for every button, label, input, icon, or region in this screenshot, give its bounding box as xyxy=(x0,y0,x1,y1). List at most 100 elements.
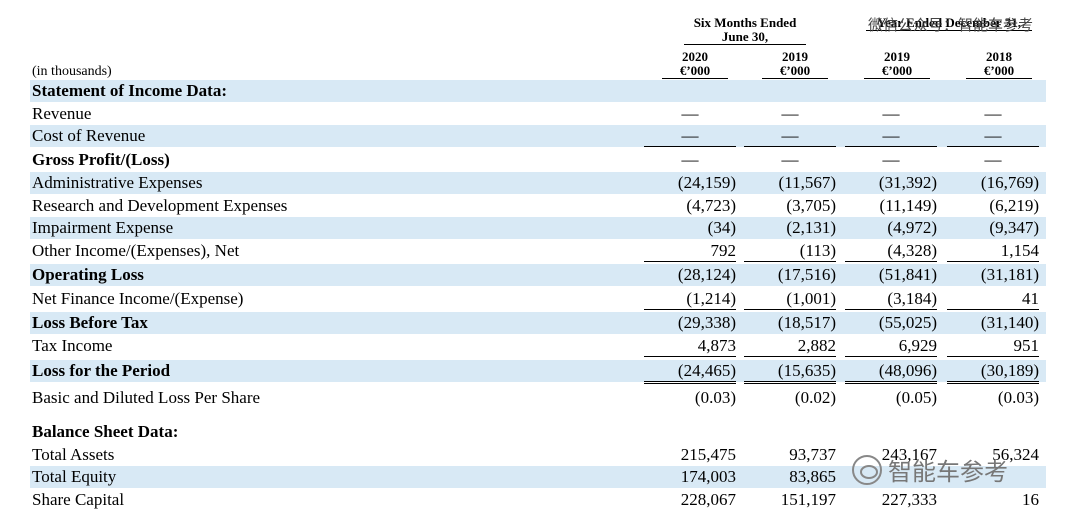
table-cell: (51,841) xyxy=(878,265,937,284)
col-unit: €’000 xyxy=(779,63,811,78)
table-cell: (4,328) xyxy=(845,241,937,262)
table-cell: — xyxy=(681,150,699,169)
table-cell: (6,219) xyxy=(989,196,1039,215)
table-row: Share Capital 228,067 151,197 227,333 16 xyxy=(30,489,1046,511)
table-row: Net Finance Income/(Expense) (1,214) (1,00… xyxy=(30,288,1046,310)
table-cell: 227,333 xyxy=(881,490,937,509)
row-label: Total Equity xyxy=(32,467,117,486)
table-cell: (24,465) xyxy=(644,361,736,384)
table-row: Loss Before Tax (29,338) (18,517) (55,025) (… xyxy=(30,312,1046,334)
table-cell: (0.02) xyxy=(794,388,836,407)
table-cell: 174,003 xyxy=(680,467,736,486)
header-year-ended: Year Ended December 31, xyxy=(866,16,1032,31)
col-header-3: 2019 €’000 xyxy=(864,50,930,79)
table-row: Research and Development Expenses (4,723)… xyxy=(30,195,1046,217)
table-cell: 4,873 xyxy=(644,336,736,357)
row-label: Gross Profit/(Loss) xyxy=(32,150,170,169)
table-cell: (4,972) xyxy=(887,218,937,237)
table-row: Total Assets 215,475 93,737 243,167 56,324 xyxy=(30,444,1046,466)
table-cell: 6,929 xyxy=(845,336,937,357)
table-cell: 151,197 xyxy=(780,490,836,509)
unit-note: (in thousands) xyxy=(32,64,112,79)
table-cell: (15,635) xyxy=(744,361,836,384)
table-cell: (28,124) xyxy=(677,265,736,284)
table-cell: 228,067 xyxy=(680,490,736,509)
table-row: Tax Income 4,873 2,882 6,929 951 xyxy=(30,335,1046,357)
wechat-logo-icon xyxy=(852,454,882,485)
table-row: Other Income/(Expenses), Net 792 (113) (4,3… xyxy=(30,240,1046,262)
col-year: 2020 xyxy=(682,49,708,64)
table-cell: — xyxy=(947,126,1039,147)
table-cell: (0.03) xyxy=(694,388,736,407)
table-cell: 1,154 xyxy=(947,241,1039,262)
row-label: Total Assets xyxy=(32,445,115,464)
table-cell: 93,737 xyxy=(789,445,836,464)
table-cell: (17,516) xyxy=(777,265,836,284)
table-cell: 56,324 xyxy=(992,445,1039,464)
watermark-bottom: 智能车参考 xyxy=(852,452,1008,487)
row-label: Administrative Expenses xyxy=(32,173,203,192)
table-cell: (24,159) xyxy=(677,173,736,192)
table-cell: 2,882 xyxy=(744,336,836,357)
row-label: Tax Income xyxy=(32,336,113,355)
col-year: 2019 xyxy=(884,49,910,64)
table-cell: — xyxy=(984,150,1002,169)
col-header-2: 2019 €’000 xyxy=(762,50,828,79)
col-unit: €’000 xyxy=(679,63,711,78)
row-label: Loss Before Tax xyxy=(32,313,148,332)
table-cell: 215,475 xyxy=(680,445,736,464)
row-label: Operating Loss xyxy=(32,265,144,284)
table-cell: — xyxy=(781,104,799,123)
table-cell: (18,517) xyxy=(777,313,836,332)
header-six-months: Six Months Ended June 30, xyxy=(684,16,806,45)
table-cell: (30,189) xyxy=(947,361,1039,384)
table-row: Administrative Expenses (24,159) (11,567) (… xyxy=(30,172,1046,194)
table-cell: 243,167 xyxy=(881,445,937,464)
row-label: Basic and Diluted Loss Per Share xyxy=(32,388,261,407)
table-cell: (0.05) xyxy=(895,388,937,407)
row-label: Other Income/(Expenses), Net xyxy=(32,241,240,260)
row-label: Impairment Expense xyxy=(32,218,174,237)
table-cell: (29,338) xyxy=(677,313,736,332)
table-cell: (31,181) xyxy=(980,265,1039,284)
table-cell: — xyxy=(681,104,699,123)
table-row: Revenue — — — — xyxy=(30,103,1046,125)
table-cell: (31,140) xyxy=(980,313,1039,332)
table-cell: (2,131) xyxy=(786,218,836,237)
row-label: Balance Sheet Data: xyxy=(32,422,179,441)
table-row: Impairment Expense (34) (2,131) (4,972) (9,3… xyxy=(30,217,1046,239)
row-label: Cost of Revenue xyxy=(32,126,146,145)
table-cell: — xyxy=(781,150,799,169)
table-row: Balance Sheet Data: xyxy=(30,421,1046,443)
table-row: Gross Profit/(Loss) — — — — xyxy=(30,149,1046,171)
table-cell: 951 xyxy=(947,336,1039,357)
table-cell: 792 xyxy=(644,241,736,262)
table-row: Total Equity 174,003 83,865 xyxy=(30,466,1046,488)
row-label: Revenue xyxy=(32,104,92,123)
table-cell: (1,214) xyxy=(644,289,736,310)
table-cell: — xyxy=(744,126,836,147)
row-label: Statement of Income Data: xyxy=(32,81,227,100)
table-cell: (16,769) xyxy=(980,173,1039,192)
row-label: Loss for the Period xyxy=(32,361,171,380)
table-cell: — xyxy=(882,104,900,123)
col-header-1: 2020 €’000 xyxy=(662,50,728,79)
table-cell: (11,149) xyxy=(879,196,937,215)
row-label: Research and Development Expenses xyxy=(32,196,288,215)
table-cell: 41 xyxy=(947,289,1039,310)
table-cell: (3,184) xyxy=(845,289,937,310)
table-row: Operating Loss (28,124) (17,516) (51,841) (3… xyxy=(30,264,1046,286)
table-cell: (55,025) xyxy=(878,313,937,332)
table-cell: (3,705) xyxy=(786,196,836,215)
table-cell: — xyxy=(845,126,937,147)
row-label: Net Finance Income/(Expense) xyxy=(32,289,244,308)
table-cell: (11,567) xyxy=(778,173,836,192)
table-row: Statement of Income Data: xyxy=(30,80,1046,102)
table-cell: (9,347) xyxy=(989,218,1039,237)
watermark-bottom-text: 智能车参考 xyxy=(888,458,1008,486)
watermark-top: 微信公众号：智能车参考 xyxy=(868,16,1034,34)
table-row: Basic and Diluted Loss Per Share (0.03) (0… xyxy=(30,387,1046,409)
table-cell: — xyxy=(882,150,900,169)
table-cell: 16 xyxy=(1022,490,1039,509)
col-year: 2018 xyxy=(986,49,1012,64)
